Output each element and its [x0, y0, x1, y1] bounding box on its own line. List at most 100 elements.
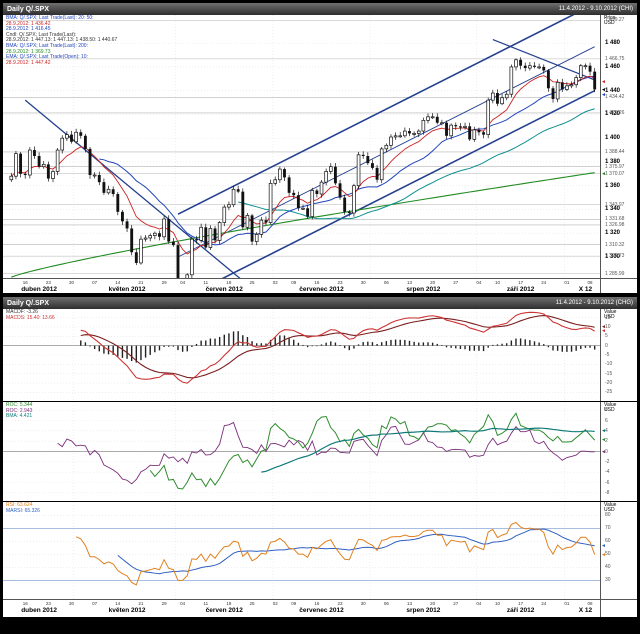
x-minor-tick: 20 — [430, 601, 436, 606]
price-axis-tick: 1 400 — [605, 135, 621, 142]
price-level-label: 1 331.68 — [605, 216, 625, 223]
last-value-marker: ◄ — [601, 328, 606, 335]
price-axis-header-line2: USD — [604, 20, 615, 26]
x-minor-tick: 30 — [360, 280, 366, 285]
rsi-axis-header: Value USD — [604, 503, 616, 513]
x-month-label: září 2012 — [506, 607, 535, 614]
x-minor-tick: 11 — [203, 601, 209, 606]
price-level-label: 1 343.97 — [605, 201, 625, 208]
x-month-label: červen 2012 — [205, 607, 243, 614]
x-minor-tick: 18 — [226, 280, 232, 285]
x-minor-tick: 23 — [337, 601, 343, 606]
roc-axis-tick: -6 — [605, 479, 610, 486]
rsi-axis-tick: 60 — [605, 538, 611, 545]
rsi-axis-tick: 40 — [605, 564, 611, 571]
indicator-axis-corner — [600, 600, 637, 617]
x-minor-tick: 04 — [476, 601, 482, 606]
price-window-date-range: 11.4.2012 - 9.10.2012 (CHI) — [558, 6, 633, 12]
price-window-titlebar[interactable]: Daily Q/.SPX 11.4.2012 - 9.10.2012 (CHI) — [3, 3, 637, 15]
x-minor-tick: 18 — [226, 601, 232, 606]
x-minor-tick: 24 — [541, 280, 547, 285]
indicator-x-axis-labels: 16 23 30 07 14 21 29 04 11 18 25 02 09 16 23 30 06 13 20 27… — [3, 600, 600, 617]
last-value-marker: ◄ — [601, 86, 606, 93]
price-level-label: 1 310.32 — [605, 241, 625, 248]
roc-axis-tick: 8 — [605, 407, 608, 414]
x-minor-tick: 13 — [406, 280, 412, 285]
x-minor-tick: 17 — [518, 280, 524, 285]
last-value-marker: ◄ — [601, 91, 606, 98]
rsi-axis-tick: 30 — [605, 577, 611, 584]
indicator-chart-window: Daily Q/.SPX 11.4.2012 - 9.10.2012 (CHG)… — [2, 296, 638, 618]
macd-axis-tick: -15 — [605, 370, 613, 377]
last-value-marker: ◄ — [601, 542, 606, 549]
roc-panel: ROC: 5.344 ROC: 2.943 BMA: 4.421 Value USD… — [3, 401, 637, 501]
roc-axis-header-line1: Value — [604, 402, 617, 408]
x-month-label: červenec 2012 — [299, 607, 344, 614]
x-minor-tick: 01 — [564, 280, 570, 285]
price-axis-tick: 1 460 — [605, 63, 621, 70]
roc-axis-header-line2: USD — [604, 407, 615, 413]
x-minor-tick: 23 — [45, 601, 51, 606]
x-minor-tick: 16 — [22, 601, 28, 606]
price-axis-tick: 1 440 — [605, 87, 621, 94]
x-minor-tick: 25 — [249, 280, 255, 285]
x-minor-tick: 13 — [406, 601, 412, 606]
rsi-axis-tick: 50 — [605, 551, 611, 558]
rsi-panel: RSI: 63.624 MARSI: 65.326 Value USD 30 40 5… — [3, 501, 637, 599]
rsi-plot-area[interactable]: RSI: 63.624 MARSI: 65.326 — [3, 502, 600, 599]
x-minor-tick: 25 — [249, 601, 255, 606]
x-minor-tick: 17 — [518, 601, 524, 606]
indicator-window-title: Daily Q/.SPX — [7, 299, 50, 307]
macd-axis[interactable]: Value USD -25 -20 -15 -10 -5 0 5 10 15 ◄ ◄ — [600, 309, 637, 401]
price-axis-header: Price USD — [604, 16, 615, 26]
roc-canvas[interactable] — [3, 402, 600, 501]
rsi-axis[interactable]: Value USD 30 40 50 60 70 80 ◄ ◄ — [600, 502, 637, 599]
macd-axis-tick: 15 — [605, 314, 611, 321]
macd-axis-header-line1: Value — [604, 309, 617, 315]
price-chart-canvas[interactable] — [3, 15, 600, 278]
x-minor-tick: 29 — [161, 280, 167, 285]
price-x-axis-labels: 16 23 30 07 14 21 29 04 11 18 25 02 09 16 23 30 06 13 20 27… — [3, 279, 600, 293]
price-level-label: 1 499.27 — [605, 17, 625, 24]
price-axis-tick: 1 300 — [605, 253, 621, 260]
roc-axis-tick: 4 — [605, 427, 608, 434]
price-level-label: 1 466.75 — [605, 55, 625, 62]
price-axis-tick: 1 380 — [605, 158, 621, 165]
x-minor-tick: 14 — [115, 601, 121, 606]
roc-plot-area[interactable]: ROC: 5.344 ROC: 2.943 BMA: 4.421 — [3, 402, 600, 501]
price-axis-corner — [600, 279, 637, 293]
rsi-axis-tick: 80 — [605, 512, 611, 519]
x-minor-tick: 29 — [161, 601, 167, 606]
x-minor-tick: 16 — [22, 280, 28, 285]
x-minor-tick: 07 — [92, 280, 98, 285]
x-minor-tick: 27 — [453, 601, 459, 606]
macd-axis-header-line2: USD — [604, 314, 615, 320]
x-minor-tick: 16 — [314, 280, 320, 285]
price-plot-area[interactable]: BMA: Q/.SPX; Last Trade(Last): 20: 50: 28… — [3, 15, 600, 278]
rsi-canvas[interactable] — [3, 502, 600, 599]
x-minor-tick: 23 — [45, 280, 51, 285]
price-level-label: 1 326.98 — [605, 221, 625, 228]
last-value-marker: ◄ — [601, 324, 606, 331]
x-month-label: duben 2012 — [21, 607, 57, 614]
indicator-window-titlebar[interactable]: Daily Q/.SPX 11.4.2012 - 9.10.2012 (CHG) — [3, 297, 637, 309]
roc-axis-tick: -4 — [605, 469, 610, 476]
macd-axis-tick: -10 — [605, 361, 613, 368]
macd-axis-tick: -5 — [605, 352, 610, 358]
roc-axis-tick: -8 — [605, 489, 610, 496]
macd-axis-tick: 5 — [605, 333, 608, 340]
roc-axis[interactable]: Value USD -8 -6 -4 -2 0 2 4 6 8 ◄ ◄ ◄ — [600, 402, 637, 501]
x-month-label: září 2012 — [506, 286, 535, 293]
macd-plot-area[interactable]: MACDF: -3.26 MACDS: 15.40: 13.66 — [3, 309, 600, 401]
last-value-marker: ◄ — [601, 437, 606, 444]
macd-canvas[interactable] — [3, 309, 600, 401]
x-minor-tick: 04 — [180, 280, 186, 285]
x-minor-tick: 04 — [476, 280, 482, 285]
x-minor-tick: 14 — [115, 280, 121, 285]
x-month-label: srpen 2012 — [406, 286, 441, 293]
price-axis[interactable]: Price USD 1 300 1 320 1 340 1 360 1 380 1 400… — [600, 15, 637, 278]
x-month-label: X 12 — [578, 286, 593, 293]
x-minor-tick: 07 — [92, 601, 98, 606]
last-value-marker: ◄ — [601, 78, 606, 85]
